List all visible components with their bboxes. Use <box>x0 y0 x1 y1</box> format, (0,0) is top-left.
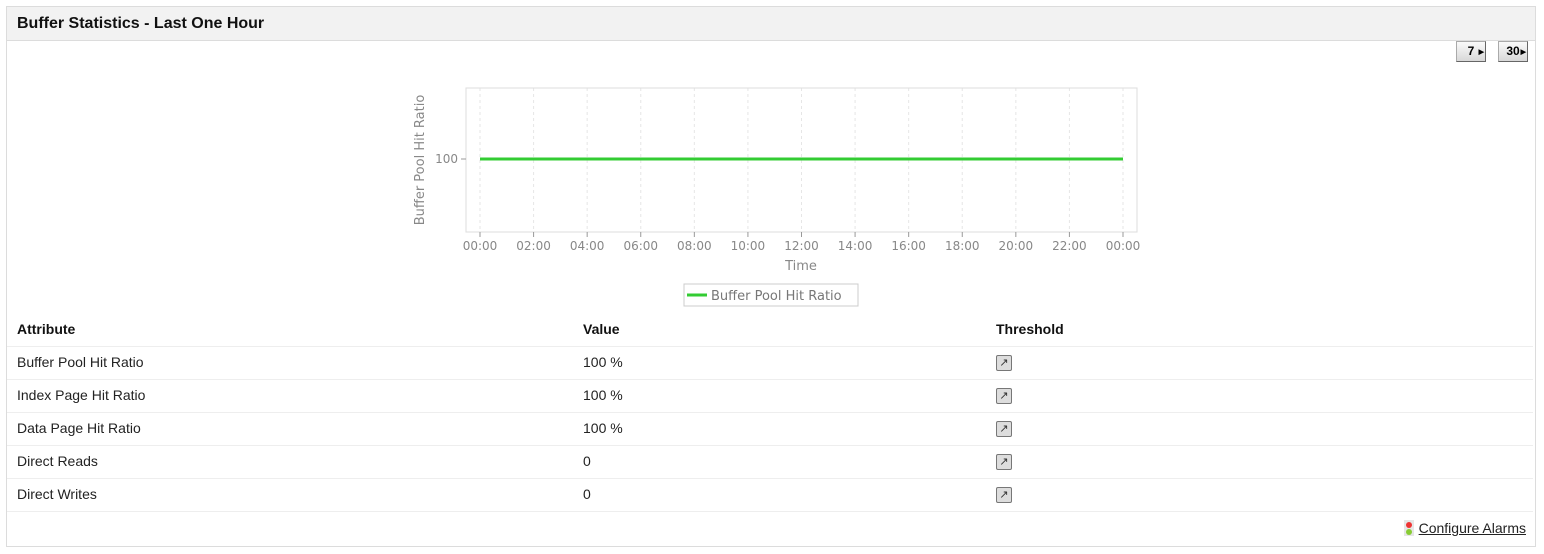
x-tick-label: 16:00 <box>891 239 926 253</box>
header-value: Value <box>583 321 620 337</box>
x-tick-label: 22:00 <box>1052 239 1087 253</box>
header-threshold: Threshold <box>996 321 1064 337</box>
threshold-edit-icon[interactable]: ↗ <box>996 454 1012 470</box>
attribute-cell: Index Page Hit Ratio <box>17 387 146 403</box>
attribute-cell: Direct Writes <box>17 486 97 502</box>
threshold-edit-icon[interactable]: ↗ <box>996 421 1012 437</box>
buffer-statistics-panel: Buffer Statistics - Last One Hour <box>6 6 1536 547</box>
attribute-cell: Buffer Pool Hit Ratio <box>17 354 144 370</box>
table-row: Direct Writes 0 ↗ <box>7 478 1533 512</box>
table-row: Buffer Pool Hit Ratio 100 % ↗ <box>7 346 1533 380</box>
table-row: Data Page Hit Ratio 100 % ↗ <box>7 412 1533 446</box>
x-axis-label: Time <box>784 259 817 274</box>
period-30-days-button[interactable]: 30 ▶ <box>1498 41 1528 62</box>
threshold-edit-icon[interactable]: ↗ <box>996 388 1012 404</box>
value-cell: 0 <box>583 453 591 469</box>
x-tick-label: 20:00 <box>999 239 1034 253</box>
value-cell: 100 % <box>583 420 623 436</box>
period-7-label: 7 <box>1467 44 1475 58</box>
x-tick-label: 00:00 <box>1106 239 1141 253</box>
value-cell: 100 % <box>583 354 623 370</box>
panel-title: Buffer Statistics - Last One Hour <box>7 7 1535 41</box>
x-tick-label: 18:00 <box>945 239 980 253</box>
traffic-light-icon <box>1403 520 1414 536</box>
table-row: Direct Reads 0 ↗ <box>7 445 1533 479</box>
x-tick-label: 10:00 <box>731 239 766 253</box>
legend[interactable]: Buffer Pool Hit Ratio <box>683 283 859 307</box>
table-header: Attribute Value Threshold <box>7 313 1533 347</box>
configure-alarms-link[interactable]: Configure Alarms <box>1403 520 1526 536</box>
y-tick-label: 100 <box>435 152 458 166</box>
x-tick-label: 00:00 <box>463 239 498 253</box>
arrow-right-icon: ▶ <box>1520 49 1526 56</box>
period-30-label: 30 <box>1506 44 1520 58</box>
y-axis-label: Buffer Pool Hit Ratio <box>413 95 428 226</box>
threshold-edit-icon[interactable]: ↗ <box>996 487 1012 503</box>
value-cell: 100 % <box>583 387 623 403</box>
attribute-cell: Data Page Hit Ratio <box>17 420 141 436</box>
threshold-edit-icon[interactable]: ↗ <box>996 355 1012 371</box>
table-row: Index Page Hit Ratio 100 % ↗ <box>7 379 1533 413</box>
attribute-cell: Direct Reads <box>17 453 98 469</box>
legend-label: Buffer Pool Hit Ratio <box>711 289 842 304</box>
header-attribute: Attribute <box>17 321 76 337</box>
arrow-right-icon: ▶ <box>1478 49 1484 56</box>
buffer-pool-chart: Buffer Pool Hit Ratio 00:00 02:00 04:00 06:… <box>413 87 1141 307</box>
x-tick-label: 08:00 <box>677 239 712 253</box>
configure-alarms-text[interactable]: Configure Alarms <box>1418 520 1526 536</box>
x-tick-label: 02:00 <box>516 239 551 253</box>
x-tick-label: 04:00 <box>570 239 605 253</box>
x-tick-label: 14:00 <box>838 239 873 253</box>
value-cell: 0 <box>583 486 591 502</box>
period-7-days-button[interactable]: 7 ▶ <box>1456 41 1486 62</box>
x-tick-label: 06:00 <box>623 239 658 253</box>
x-tick-label: 12:00 <box>784 239 819 253</box>
